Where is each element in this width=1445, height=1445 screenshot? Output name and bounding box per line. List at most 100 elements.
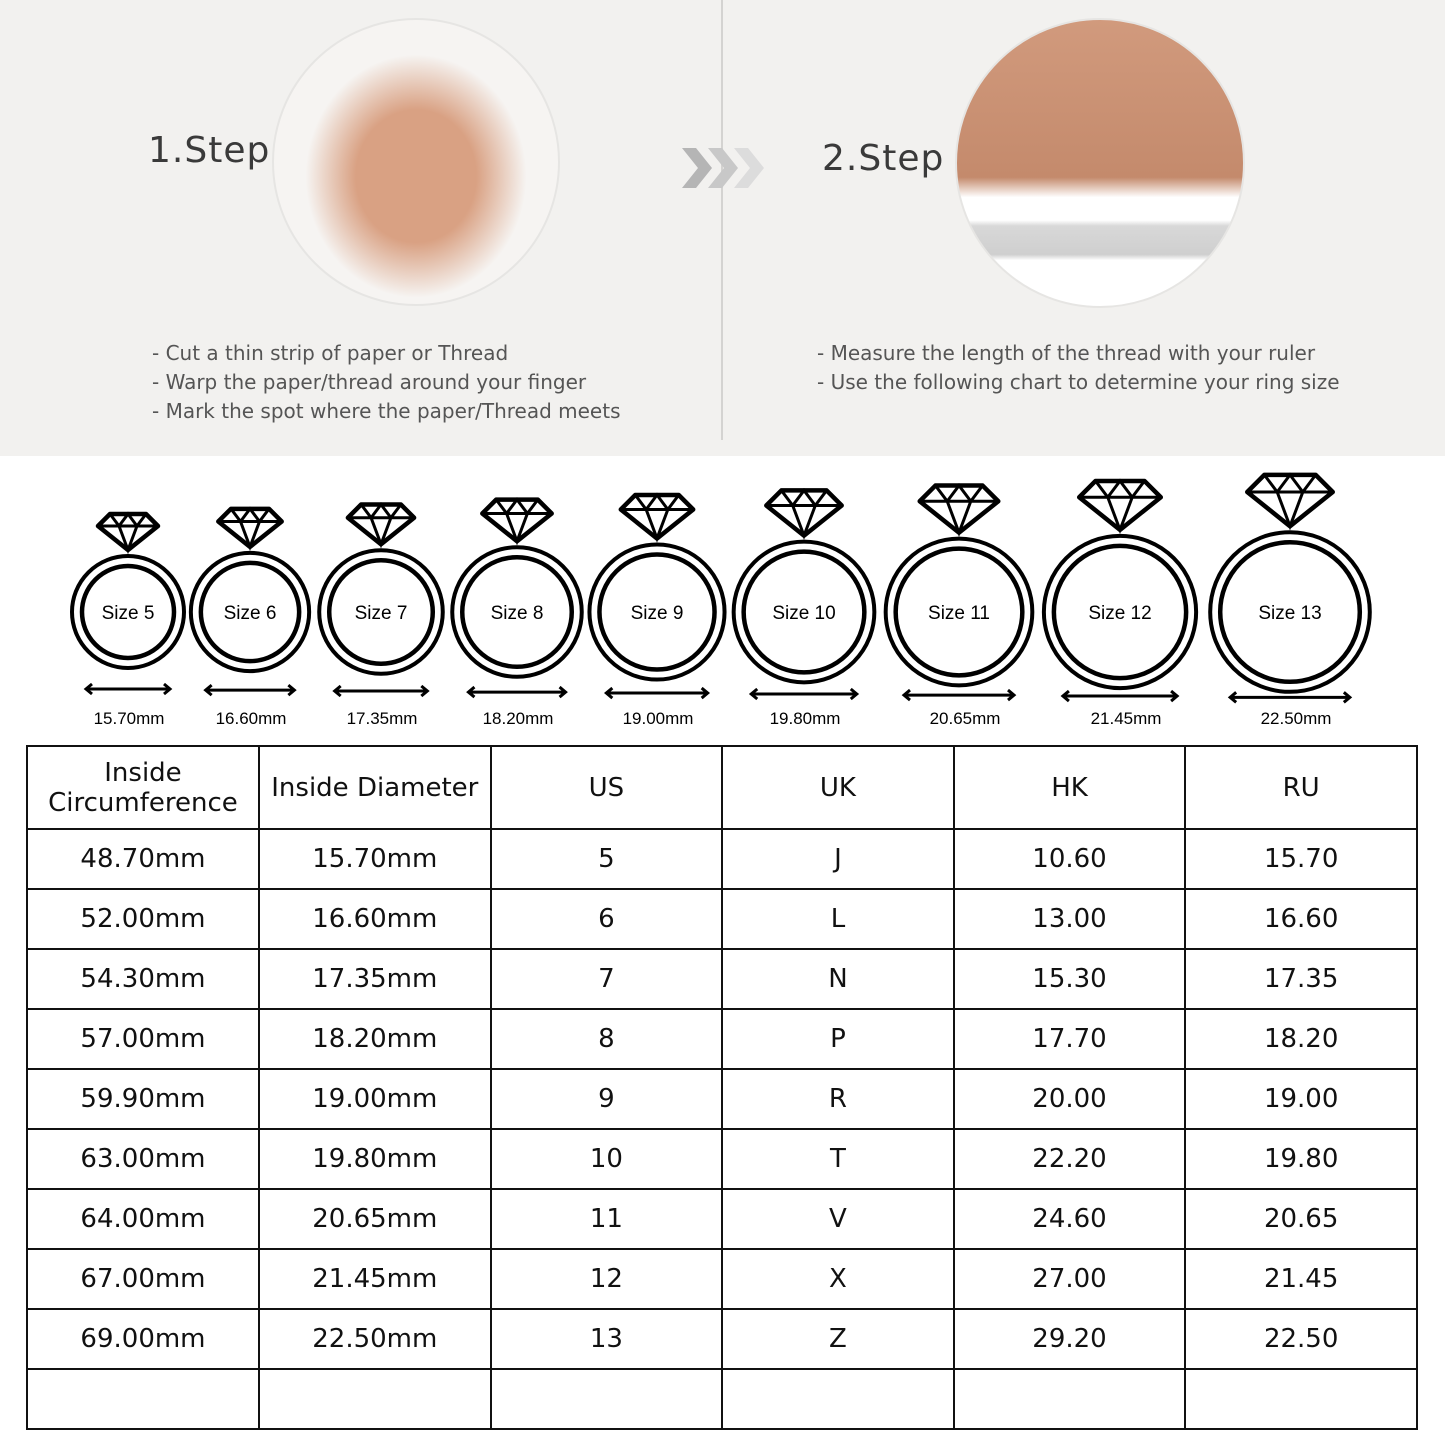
column-header: RU — [1184, 745, 1418, 830]
ring-size-7: Size 7 17.35mm — [317, 502, 445, 728]
table-cell: 24.60 — [952, 1188, 1187, 1250]
table-cell: 59.90mm — [26, 1068, 260, 1130]
ring-inner-band — [1217, 539, 1363, 685]
table-cell: 27.00 — [952, 1248, 1187, 1310]
ring-size-8: Size 8 18.20mm — [450, 497, 584, 728]
column-header: UK — [721, 745, 955, 830]
diamond-icon — [764, 488, 844, 538]
column-header: Inside Circumference — [26, 745, 260, 830]
table-cell: P — [721, 1008, 955, 1070]
ring-diameter-label: 22.50mm — [1261, 709, 1332, 728]
ring-outer-band — [1208, 530, 1372, 694]
table-cell — [1184, 1368, 1418, 1430]
ring-diameter-label: 19.80mm — [770, 709, 841, 728]
diameter-arrow-icon — [603, 686, 711, 700]
table-row: 52.00mm 16.60mm 6 L 13.00 16.60 — [26, 888, 1418, 950]
ring-diameter-label: 19.00mm — [623, 709, 694, 728]
ring-diameter-label: 17.35mm — [347, 709, 418, 728]
ring-size-label: Size 13 — [1258, 603, 1321, 624]
table-cell: 11 — [489, 1188, 724, 1250]
table-cell: 9 — [489, 1068, 724, 1130]
table-cell: J — [721, 828, 955, 890]
table-cell: 15.70 — [1184, 828, 1418, 890]
diameter-arrow-icon — [1227, 691, 1353, 704]
instruction-line: - Cut a thin strip of paper or Thread — [152, 341, 509, 365]
diamond-facets — [620, 492, 694, 543]
table-cell: L — [721, 888, 955, 950]
ring-inner-band — [597, 552, 717, 672]
ring-diameter-label: 21.45mm — [1091, 709, 1162, 728]
instruction-line: - Use the following chart to determine y… — [817, 370, 1340, 394]
table-cell: 54.30mm — [26, 948, 260, 1010]
instruction-line: - Measure the length of the thread with … — [817, 341, 1316, 365]
instruction-line: - Mark the spot where the paper/Thread m… — [152, 399, 621, 423]
table-cell: 20.65 — [1184, 1188, 1418, 1250]
ring-diameter-label: 16.60mm — [216, 709, 287, 728]
table-cell: 13 — [489, 1308, 724, 1370]
ring-size-table: Inside Circumference Inside Diameter US UK H… — [26, 745, 1418, 1430]
table-cell: 19.00mm — [257, 1068, 492, 1130]
table-cell — [489, 1368, 724, 1430]
table-cell: 19.00 — [1184, 1068, 1418, 1130]
table-cell: 48.70mm — [26, 828, 260, 890]
table-row — [26, 1368, 1418, 1430]
ring-size-label: Size 11 — [928, 603, 990, 624]
table-cell: 18.20 — [1184, 1008, 1418, 1070]
table-cell: 15.30 — [952, 948, 1187, 1010]
table-cell: N — [721, 948, 955, 1010]
table-cell: 22.50 — [1184, 1308, 1418, 1370]
table-row: 59.90mm 19.00mm 9 R 20.00 19.00 — [26, 1068, 1418, 1130]
table-row: 63.00mm 19.80mm 10 T 22.20 19.80 — [26, 1128, 1418, 1190]
divider — [721, 0, 723, 440]
ring-outer-band — [883, 536, 1035, 688]
table-cell: 20.00 — [952, 1068, 1187, 1130]
table-cell: R — [721, 1068, 955, 1130]
ring-inner-band — [893, 546, 1025, 678]
diamond-facets — [1247, 472, 1333, 531]
diamond-facets — [482, 497, 552, 546]
diameter-arrow-icon — [466, 685, 568, 699]
table-cell: 17.35mm — [257, 948, 492, 1010]
column-header: HK — [952, 745, 1187, 830]
ring-inner-band — [79, 563, 177, 661]
ring-size-10: Size 10 19.80mm — [731, 487, 877, 728]
ring-size-label: Size 6 — [224, 603, 277, 624]
ring-inner-band — [1051, 543, 1189, 681]
table-cell: 19.80mm — [257, 1128, 492, 1190]
ring-diameter-label: 15.70mm — [94, 709, 165, 728]
diamond-icon — [917, 483, 1001, 535]
table-cell: 16.60 — [1184, 888, 1418, 950]
table-cell: 21.45mm — [257, 1248, 492, 1310]
ring-diameter-label: 18.20mm — [483, 709, 554, 728]
ruler-measuring-photo — [955, 18, 1245, 308]
diameter-arrow-icon — [83, 682, 173, 696]
diamond-icon — [1076, 478, 1164, 533]
step-2-title: 2.Step — [822, 138, 945, 179]
ring-size-label: Size 8 — [491, 603, 544, 624]
diamond-icon — [345, 502, 417, 547]
table-cell: 22.50mm — [257, 1308, 492, 1370]
table-cell: 22.20 — [952, 1128, 1187, 1190]
table-cell: 7 — [489, 948, 724, 1010]
diamond-icon — [216, 506, 284, 550]
table-cell: 8 — [489, 1008, 724, 1070]
diamond-icon — [95, 511, 161, 553]
table-cell: 19.80 — [1184, 1128, 1418, 1190]
diameter-arrow-icon — [901, 688, 1017, 702]
table-header-row: Inside Circumference Inside Diameter US UK H… — [26, 745, 1418, 830]
ring-outer-band — [188, 550, 312, 674]
table-cell: 17.70 — [952, 1008, 1187, 1070]
triple-chevron-right-icon — [682, 148, 764, 188]
ring-inner-band — [198, 560, 302, 664]
table-row: 57.00mm 18.20mm 8 P 17.70 18.20 — [26, 1008, 1418, 1070]
table-cell: 12 — [489, 1248, 724, 1310]
diamond-facets — [766, 487, 842, 540]
diameter-arrow-icon — [1060, 689, 1180, 703]
instruction-line: - Warp the paper/thread around your fing… — [152, 370, 587, 394]
table-row: 69.00mm 22.50mm 13 Z 29.20 22.50 — [26, 1308, 1418, 1370]
table-row: 64.00mm 20.65mm 11 V 24.60 20.65 — [26, 1188, 1418, 1250]
table-cell: 57.00mm — [26, 1008, 260, 1070]
ring-size-11: Size 11 20.65mm — [883, 483, 1035, 728]
diamond-facets — [347, 502, 415, 549]
table-cell: X — [721, 1248, 955, 1310]
